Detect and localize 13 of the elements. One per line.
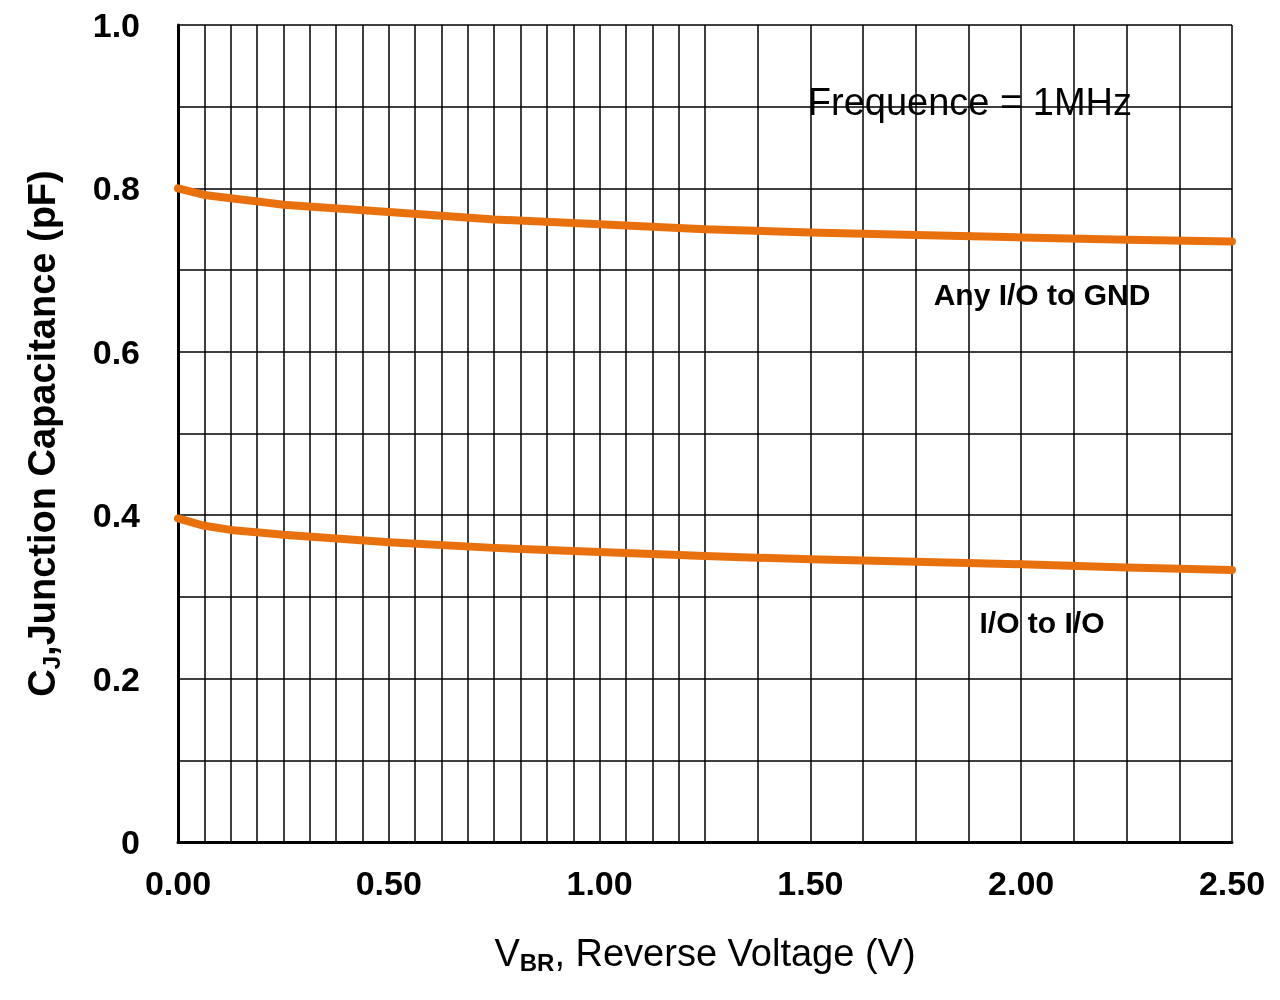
y-tick-label: 1.0 [92, 6, 140, 44]
x-tick-label: 2.50 [1198, 864, 1266, 902]
y-tick-label: 0.6 [92, 332, 140, 371]
x-tick-label: 0.00 [144, 864, 212, 902]
y-tick-label: 0 [121, 823, 140, 861]
x-tick-label: 0.50 [355, 864, 422, 902]
x-tick-label: 1.50 [777, 864, 844, 902]
y-tick-label: 0.8 [92, 169, 140, 208]
x-tick-label: 2.00 [988, 864, 1055, 902]
y-axis-title: CJ,Junction Capacitance (pF) [21, 170, 65, 697]
x-tick-label: 1.00 [566, 864, 633, 902]
y-tick-label: 0.2 [92, 659, 140, 698]
y-tick-label: 0.4 [92, 496, 141, 535]
